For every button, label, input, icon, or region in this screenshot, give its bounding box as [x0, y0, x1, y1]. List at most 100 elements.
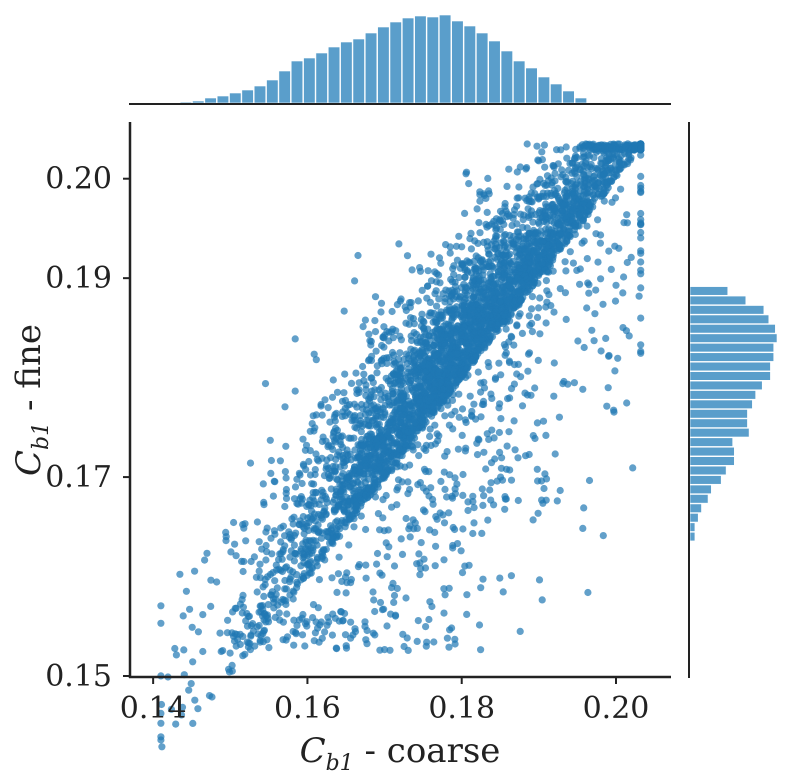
scatter-point — [432, 287, 440, 295]
scatter-point — [362, 525, 370, 534]
scatter-point — [528, 328, 537, 336]
scatter-point — [328, 631, 336, 639]
scatter-point — [327, 472, 335, 480]
scatter-point — [341, 631, 350, 639]
scatter-point — [318, 411, 326, 419]
scatter-point — [431, 359, 439, 368]
scatter-point — [350, 479, 358, 487]
scatter-point — [637, 347, 645, 355]
scatter-point — [293, 621, 301, 630]
histogram-bar — [303, 57, 316, 104]
scatter-point — [380, 605, 388, 613]
scatter-point — [396, 332, 404, 340]
scatter-point — [331, 614, 339, 622]
scatter-point — [469, 498, 477, 506]
scatter-point — [364, 475, 372, 483]
scatter-point — [455, 413, 463, 421]
scatter-point — [425, 468, 433, 476]
scatter-point — [583, 304, 591, 312]
scatter-point — [329, 462, 337, 471]
scatter-point — [590, 173, 598, 181]
scatter-point — [592, 286, 600, 294]
scatter-point — [477, 329, 485, 337]
scatter-point — [461, 273, 469, 281]
scatter-point — [461, 416, 469, 424]
histogram-bar — [689, 531, 696, 542]
scatter-point — [478, 529, 486, 538]
scatter-point — [470, 519, 478, 527]
scatter-point — [454, 322, 462, 330]
scatter-point — [427, 250, 435, 258]
scatter-point — [365, 416, 373, 424]
scatter-point — [291, 483, 300, 491]
scatter-point — [538, 213, 547, 221]
scatter-point — [561, 258, 569, 266]
scatter-point — [239, 603, 247, 611]
scatter-point — [475, 621, 484, 629]
scatter-point — [319, 552, 327, 560]
scatter-point — [376, 406, 384, 414]
scatter-point — [569, 159, 577, 167]
scatter-point — [271, 478, 279, 486]
x-tick-label: 0.18 — [428, 691, 495, 726]
scatter-point — [548, 201, 556, 210]
scatter-point — [178, 703, 187, 711]
scatter-point — [600, 197, 608, 205]
scatter-point — [458, 569, 467, 577]
scatter-point — [393, 399, 402, 407]
scatter-point — [553, 497, 561, 505]
scatter-point — [600, 170, 609, 178]
scatter-point — [527, 305, 536, 313]
scatter-point — [617, 151, 626, 159]
scatter-point — [343, 446, 351, 454]
scatter-point — [474, 323, 482, 331]
histogram-bar — [689, 409, 748, 419]
scatter-point — [321, 396, 329, 404]
scatter-point — [625, 155, 633, 163]
scatter-point — [606, 165, 614, 173]
histogram-bar — [204, 97, 217, 104]
scatter-point — [417, 539, 425, 547]
scatter-point — [371, 414, 379, 422]
scatter-point — [303, 618, 311, 626]
scatter-point — [273, 584, 281, 592]
scatter-point — [253, 518, 261, 526]
scatter-point — [545, 260, 553, 269]
scatter-point — [504, 210, 512, 218]
scatter-point — [437, 477, 445, 485]
scatter-point — [402, 514, 410, 523]
scatter-point — [486, 486, 494, 494]
scatter-point — [542, 319, 550, 327]
scatter-point — [267, 456, 275, 465]
scatter-point — [608, 144, 616, 152]
scatter-point — [315, 576, 323, 584]
histogram-bar — [315, 52, 328, 104]
scatter-point — [518, 329, 527, 337]
scatter-point — [305, 500, 313, 509]
scatter-point — [455, 273, 463, 282]
scatter-point — [381, 331, 389, 339]
histogram-bar — [278, 70, 291, 104]
scatter-point — [436, 368, 444, 376]
scatter-point — [388, 584, 396, 592]
scatter-point — [536, 330, 544, 338]
scatter-point — [523, 275, 531, 283]
scatter-point — [533, 313, 542, 321]
scatter-point — [625, 332, 633, 340]
scatter-point — [386, 646, 394, 654]
histogram-bar — [550, 83, 563, 104]
scatter-point — [443, 325, 451, 333]
scatter-point — [470, 504, 478, 512]
scatter-point — [390, 598, 398, 607]
scatter-point — [229, 632, 238, 640]
scatter-points — [157, 140, 645, 751]
scatter-point — [492, 308, 500, 316]
scatter-point — [590, 337, 598, 345]
scatter-point — [477, 646, 485, 654]
scatter-point — [259, 480, 267, 488]
scatter-point — [503, 182, 511, 190]
scatter-point — [318, 529, 326, 537]
scatter-point — [239, 632, 247, 641]
scatter-point — [157, 736, 165, 744]
scatter-point — [397, 374, 405, 382]
